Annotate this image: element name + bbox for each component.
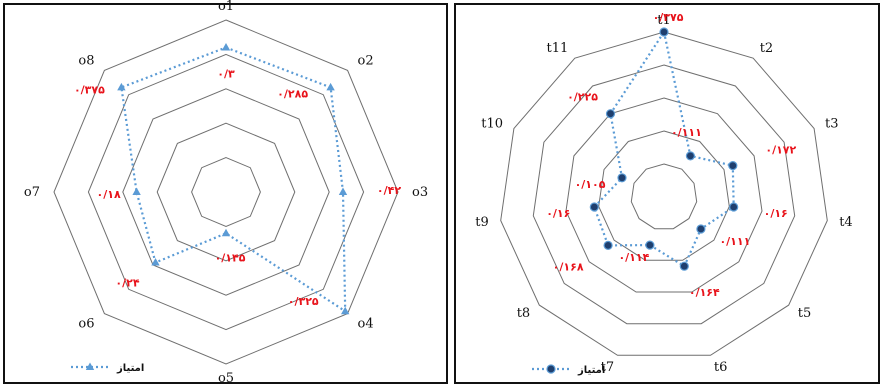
data-point-o1 <box>221 43 231 51</box>
data-point-t1 <box>659 27 669 37</box>
radar-svg-o: o1 o2 o3 o4 o5 o6 o7 o8 ۰/۳ ۰/۲۸۵ ۰/۴۲ ۰/۳۲۵ ۰/۱۴۵ ۰/… <box>24 0 428 385</box>
axis-label-t2: t2 <box>760 41 774 56</box>
axis-label-t3: t3 <box>825 117 839 132</box>
data-point-t2 <box>685 151 695 161</box>
value-label-t1: ۰/۳۷۵ <box>653 11 684 24</box>
axis-label-t4: t4 <box>839 215 853 230</box>
grid-ring <box>53 19 399 365</box>
data-point-t11 <box>605 109 616 119</box>
grid-ring <box>500 31 828 356</box>
value-label-t5: ۰/۱۱۱ <box>719 235 750 248</box>
data-point-t3 <box>728 161 738 171</box>
axis-label-t6: t6 <box>714 360 728 375</box>
axis-label-t8: t8 <box>517 306 531 321</box>
value-label-t11: ۰/۲۲۵ <box>567 91 598 104</box>
grid-ring <box>87 53 365 331</box>
data-point-t7 <box>645 240 655 250</box>
grid-ring <box>630 163 698 230</box>
series-line <box>593 31 735 268</box>
value-label-o3: ۰/۴۲ <box>377 184 401 197</box>
value-label-t4: ۰/۱۶ <box>764 207 788 220</box>
data-point-o5 <box>221 228 231 237</box>
value-label-o2: ۰/۲۸۵ <box>277 87 308 100</box>
grid-ring <box>598 130 730 261</box>
series-line <box>120 46 347 314</box>
grid-ring <box>191 157 261 227</box>
data-point-o4 <box>341 306 350 315</box>
grid-ring <box>565 97 763 293</box>
data-point-t8 <box>603 240 613 250</box>
data-point-o7 <box>132 187 141 195</box>
legend-marker <box>546 364 556 374</box>
axis-label-t1: t1 <box>657 13 671 28</box>
value-label-t8: ۰/۱۶۸ <box>553 260 584 273</box>
data-point-t5 <box>696 224 706 234</box>
data-point-t10 <box>617 173 627 183</box>
grid-ring <box>156 122 296 262</box>
grid-ring <box>532 64 796 325</box>
value-label-o7: ۰/۱۸ <box>97 188 121 201</box>
axis-label-o4: o4 <box>358 317 374 332</box>
value-label-o6: ۰/۲۴ <box>115 277 139 290</box>
axis-label-t11: t11 <box>547 41 569 56</box>
radar-chart-t: t1 t2 t3 t4 t5 t6 t7 t8 t9 t10 t11 ۰/۳۷۵ ۰/۱۱۱ ۰/۱۷۲ ۰… <box>454 3 880 384</box>
axis-label-t9: t9 <box>475 215 489 230</box>
value-label-o8: ۰/۳۷۵ <box>74 83 105 96</box>
axis-label-o2: o2 <box>358 54 374 69</box>
radar-chart-o: o1 o2 o3 o4 o5 o6 o7 o8 ۰/۳ ۰/۲۸۵ ۰/۴۲ ۰/۳۲۵ ۰/۱۴۵ ۰/… <box>3 0 448 385</box>
data-point-o3 <box>338 187 348 195</box>
data-point-t4 <box>729 202 739 212</box>
data-point-o2 <box>326 82 335 91</box>
axis-label-t7: t7 <box>601 360 615 375</box>
axis-label-o5: o5 <box>218 371 234 385</box>
legend-label: امتیاز <box>116 363 144 374</box>
data-point-t6 <box>679 261 689 271</box>
value-label-o5: ۰/۱۴۵ <box>215 251 246 264</box>
radar-svg-t: t1 t2 t3 t4 t5 t6 t7 t8 t9 t10 t11 ۰/۳۷۵ ۰/۱۱۱ ۰/۱۷۲ ۰… <box>475 11 853 376</box>
legend-marker <box>85 362 95 370</box>
data-point-o8 <box>117 82 126 91</box>
value-label-t9: ۰/۱۶ <box>546 207 570 220</box>
data-point-o6 <box>151 258 160 266</box>
value-label-t6: ۰/۱۶۴ <box>689 286 720 299</box>
axis-label-t10: t10 <box>481 117 503 132</box>
axis-label-o7: o7 <box>24 185 40 200</box>
value-label-t3: ۰/۱۷۲ <box>765 144 796 157</box>
value-label-t7: ۰/۱۱۴ <box>618 251 649 264</box>
axis-label-o1: o1 <box>218 0 234 14</box>
legend-label: امتیاز <box>577 365 605 376</box>
axis-label-o8: o8 <box>78 54 94 69</box>
data-point-t9 <box>589 202 599 212</box>
value-label-o1: ۰/۳ <box>217 68 235 81</box>
value-label-t10: ۰/۱۰۵ <box>575 178 606 191</box>
value-label-t2: ۰/۱۱۱ <box>671 126 702 139</box>
axis-label-o3: o3 <box>412 185 428 200</box>
grid-ring <box>122 88 330 296</box>
axis-label-o6: o6 <box>78 317 94 332</box>
value-label-o4: ۰/۳۲۵ <box>288 295 319 308</box>
axis-label-t5: t5 <box>798 306 812 321</box>
